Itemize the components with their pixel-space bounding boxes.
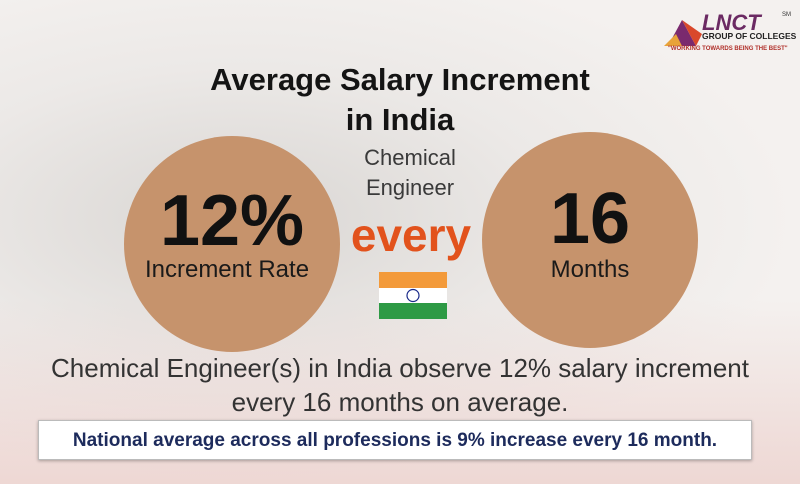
rate-label: Increment Rate bbox=[144, 256, 310, 283]
period-value: 16 bbox=[549, 179, 631, 259]
logo-name: GROUP OF COLLEGES bbox=[702, 31, 797, 41]
logo-brand: LNCT bbox=[702, 10, 762, 35]
rate-circle bbox=[124, 136, 340, 352]
rate-value: 12% bbox=[159, 181, 305, 261]
banner: National average across all professions … bbox=[38, 420, 752, 460]
flag-band bbox=[379, 303, 447, 319]
banner-text: National average across all professions … bbox=[72, 430, 718, 451]
india-flag bbox=[379, 272, 447, 319]
connector: every bbox=[350, 209, 472, 261]
period-label: Months bbox=[550, 256, 630, 283]
flag-band bbox=[379, 288, 447, 303]
summary: every 16 months on average. bbox=[231, 387, 569, 417]
logo: LNCT SM GROUP OF COLLEGES "WORKING TOWAR… bbox=[664, 10, 797, 52]
period-circle bbox=[482, 132, 698, 348]
logo-mark: SM bbox=[782, 12, 791, 18]
title: Average Salary Increment bbox=[210, 62, 590, 97]
logo-triangle bbox=[664, 34, 682, 46]
summary: Chemical Engineer(s) in India observe 12… bbox=[51, 353, 749, 383]
title: in India bbox=[345, 102, 455, 137]
profession: Engineer bbox=[365, 175, 455, 200]
profession: Chemical bbox=[364, 145, 456, 170]
logo-triangle bbox=[682, 20, 702, 46]
logo-tagline: "WORKING TOWARDS BEING THE BEST" bbox=[668, 46, 788, 52]
flag-band bbox=[379, 272, 447, 288]
flag-wheel bbox=[406, 288, 420, 303]
